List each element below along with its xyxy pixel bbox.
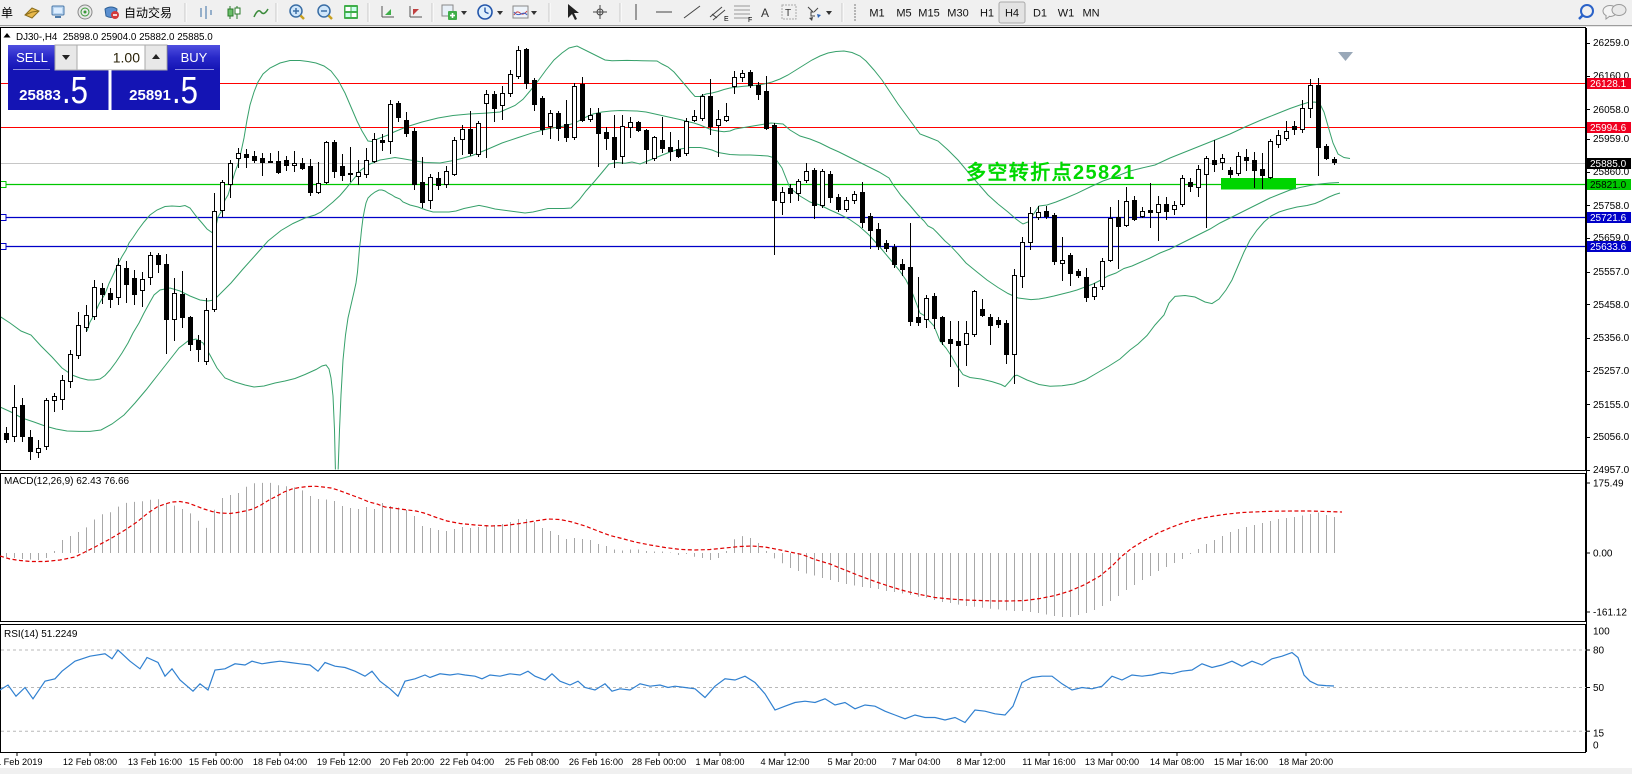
svg-text:25891: 25891 — [129, 87, 171, 104]
svg-text:BUY: BUY — [181, 50, 208, 65]
svg-text:0.00: 0.00 — [1593, 549, 1613, 560]
svg-text:13 Mar 00:00: 13 Mar 00:00 — [1085, 757, 1139, 767]
svg-text:H1: H1 — [980, 8, 994, 20]
svg-text:26058.0: 26058.0 — [1593, 105, 1630, 116]
svg-text:11 Feb 2019: 11 Feb 2019 — [0, 757, 42, 767]
svg-text:18 Mar 20:00: 18 Mar 20:00 — [1279, 757, 1333, 767]
svg-text:100: 100 — [1593, 627, 1610, 638]
svg-text:25959.0: 25959.0 — [1593, 134, 1630, 145]
svg-text:25860.0: 25860.0 — [1593, 167, 1630, 178]
svg-text:15 Feb 00:00: 15 Feb 00:00 — [189, 757, 243, 767]
svg-text:14 Mar 08:00: 14 Mar 08:00 — [1150, 757, 1204, 767]
svg-text:1 Mar 08:00: 1 Mar 08:00 — [695, 757, 744, 767]
svg-text:25458.0: 25458.0 — [1593, 300, 1630, 311]
svg-text:7 Mar 04:00: 7 Mar 04:00 — [891, 757, 940, 767]
svg-text:DJ30-,H4 25898.0 25904.0 2588: DJ30-,H4 25898.0 25904.0 25882.0 25885.0 — [16, 32, 213, 43]
svg-text:50: 50 — [1593, 683, 1605, 694]
svg-text:12 Feb 08:00: 12 Feb 08:00 — [63, 757, 117, 767]
svg-text:.5: .5 — [172, 70, 198, 112]
svg-text:26160.0: 26160.0 — [1593, 71, 1630, 82]
svg-text:D1: D1 — [1033, 8, 1047, 20]
svg-text:26259.0: 26259.0 — [1593, 38, 1630, 49]
svg-text:0: 0 — [1593, 741, 1599, 752]
svg-text:.5: .5 — [62, 70, 88, 112]
svg-text:MACD(12,26,9) 62.43 76.66: MACD(12,26,9) 62.43 76.66 — [4, 476, 130, 487]
svg-text:19 Feb 12:00: 19 Feb 12:00 — [317, 757, 371, 767]
svg-text:25994.6: 25994.6 — [1590, 123, 1627, 134]
svg-text:25721.6: 25721.6 — [1590, 213, 1627, 224]
svg-text:单: 单 — [1, 6, 13, 20]
svg-text:1.00: 1.00 — [113, 50, 140, 66]
svg-text:13 Feb 16:00: 13 Feb 16:00 — [128, 757, 182, 767]
svg-text:H4: H4 — [1005, 8, 1019, 20]
svg-text:-161.12: -161.12 — [1593, 608, 1627, 619]
svg-text:15: 15 — [1593, 729, 1605, 740]
svg-text:28 Feb 00:00: 28 Feb 00:00 — [632, 757, 686, 767]
svg-text:24957.0: 24957.0 — [1593, 465, 1630, 476]
svg-text:11 Mar 16:00: 11 Mar 16:00 — [1022, 757, 1075, 767]
svg-text:M1: M1 — [869, 8, 884, 20]
svg-text:26 Feb 16:00: 26 Feb 16:00 — [569, 757, 623, 767]
svg-text:4 Mar 12:00: 4 Mar 12:00 — [760, 757, 809, 767]
svg-text:RSI(14) 51.2249: RSI(14) 51.2249 — [4, 629, 78, 640]
svg-text:MN: MN — [1082, 8, 1099, 20]
svg-text:F: F — [748, 17, 752, 24]
svg-text:M15: M15 — [918, 8, 939, 20]
svg-text:26128.1: 26128.1 — [1590, 79, 1627, 90]
svg-text:18 Feb 04:00: 18 Feb 04:00 — [253, 757, 307, 767]
svg-text:20 Feb 20:00: 20 Feb 20:00 — [380, 757, 434, 767]
svg-text:W1: W1 — [1058, 8, 1075, 20]
svg-text:175.49: 175.49 — [1593, 479, 1624, 490]
svg-text:25885.0: 25885.0 — [1590, 159, 1627, 170]
svg-text:A: A — [761, 6, 769, 20]
svg-text:自动交易: 自动交易 — [124, 5, 172, 20]
svg-text:25758.0: 25758.0 — [1593, 201, 1630, 212]
svg-text:M30: M30 — [947, 8, 968, 20]
svg-text:25056.0: 25056.0 — [1593, 432, 1630, 443]
svg-text:15 Mar 16:00: 15 Mar 16:00 — [1214, 757, 1268, 767]
svg-text:25883: 25883 — [19, 87, 61, 104]
svg-text:25557.0: 25557.0 — [1593, 267, 1630, 278]
svg-text:25821.0: 25821.0 — [1590, 180, 1627, 191]
svg-text:5 Mar 20:00: 5 Mar 20:00 — [827, 757, 876, 767]
svg-text:25 Feb 08:00: 25 Feb 08:00 — [505, 757, 559, 767]
svg-text:25356.0: 25356.0 — [1593, 333, 1630, 344]
svg-text:8 Mar 12:00: 8 Mar 12:00 — [956, 757, 1005, 767]
svg-text:25633.6: 25633.6 — [1590, 242, 1627, 253]
svg-text:多空转折点25821: 多空转折点25821 — [966, 160, 1136, 184]
svg-text:T: T — [785, 8, 791, 19]
svg-text:25155.0: 25155.0 — [1593, 400, 1630, 411]
svg-text:E: E — [724, 16, 729, 23]
svg-text:25659.0: 25659.0 — [1593, 233, 1630, 244]
svg-text:25257.0: 25257.0 — [1593, 366, 1630, 377]
svg-text:80: 80 — [1593, 646, 1605, 657]
svg-text:M5: M5 — [896, 8, 911, 20]
svg-text:22 Feb 04:00: 22 Feb 04:00 — [440, 757, 494, 767]
svg-text:SELL: SELL — [16, 50, 48, 65]
